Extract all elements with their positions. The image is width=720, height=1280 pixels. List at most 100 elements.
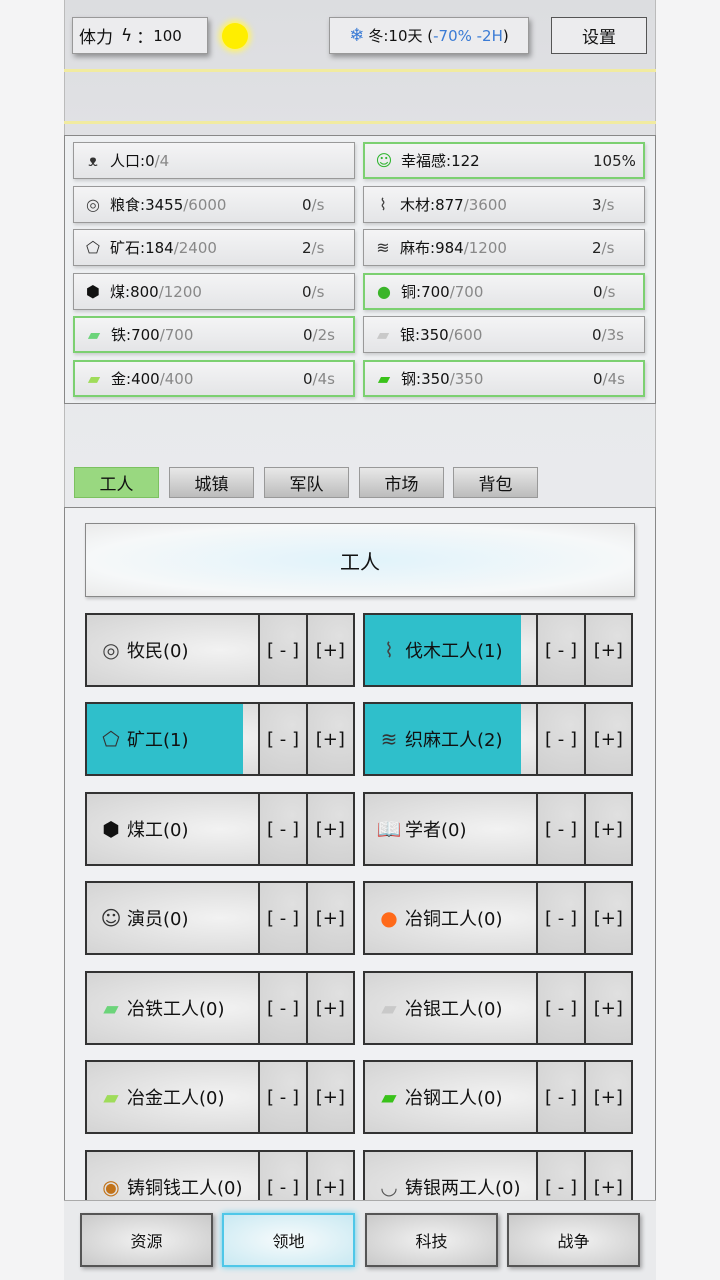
worker-label-row: ▰ 冶钢工人(0) [365, 1083, 503, 1111]
increase-worker-button[interactable]: [+] [305, 1062, 354, 1132]
increase-worker-button[interactable]: [+] [305, 615, 354, 685]
tab-2[interactable]: 军队 [264, 467, 349, 498]
increase-worker-button[interactable]: [+] [583, 973, 632, 1043]
gold-ingot-icon: ▰ [103, 1085, 119, 1109]
resource-6: ⬢ 煤: 800/1200 0/s [73, 273, 355, 310]
people-icon: ᴥ [88, 150, 98, 170]
decrease-worker-button[interactable]: [ - ] [258, 704, 306, 774]
decrease-worker-button[interactable]: [ - ] [536, 1062, 584, 1132]
resource-0: ᴥ 人口: 0/4 [73, 142, 355, 179]
increase-worker-button[interactable]: [+] [583, 615, 632, 685]
rate-value: 2 [302, 238, 312, 257]
decrease-worker-button[interactable]: [ - ] [258, 794, 306, 864]
worker-label-row: ● 冶铜工人(0) [365, 904, 503, 932]
decrease-worker-button[interactable]: [ - ] [258, 1062, 306, 1132]
coin-icon: ◉ [102, 1175, 120, 1199]
worker-card: ≋ 织麻工人(2) [ - ] [+] [363, 702, 633, 776]
rate-value: 0 [592, 325, 602, 344]
tab-4[interactable]: 背包 [453, 467, 538, 498]
decrease-worker-button[interactable]: [ - ] [536, 615, 584, 685]
worker-label: 冶铜工人(0) [405, 909, 503, 930]
rate-unit: /s [602, 282, 616, 301]
ore-icon: ⬠ [86, 238, 100, 257]
worker-label: 冶钢工人(0) [405, 1088, 503, 1109]
increase-worker-button[interactable]: [+] [583, 794, 632, 864]
decrease-worker-button[interactable]: [ - ] [258, 883, 306, 953]
resource-name: 钢: [401, 370, 422, 388]
resource-rate: 0/4s [593, 370, 625, 388]
nav-1[interactable]: 领地 [222, 1213, 355, 1267]
silver-ingot-icon: ▰ [381, 996, 397, 1020]
worker-label-area: ▰ 冶金工人(0) [87, 1062, 258, 1132]
snowflake-icon: ❄ [349, 25, 365, 46]
lightning-icon: ϟ [121, 25, 133, 46]
worker-label-area: ⬠ 矿工(1) [87, 704, 258, 774]
iron-ingot-icon: ▰ [87, 325, 101, 344]
resource-value: 0 [145, 151, 155, 170]
increase-worker-button[interactable]: [+] [305, 973, 354, 1043]
resource-11: ▰ 钢: 350/350 0/4s [363, 360, 645, 397]
resource-value: 122 [451, 151, 480, 170]
season-display: ❄ 冬:10天 ( -70% -2H ) [329, 17, 529, 54]
rate-unit: /4s [602, 369, 625, 388]
nav-0[interactable]: 资源 [80, 1213, 213, 1267]
worker-label-row: ◎ 牧民(0) [87, 636, 188, 664]
resource-3: ⌇ 木材: 877/3600 3/s [363, 186, 645, 223]
worker-label-area: ⌇ 伐木工人(1) [365, 615, 536, 685]
worker-card: ▰ 冶钢工人(0) [ - ] [+] [363, 1060, 633, 1134]
tab-3[interactable]: 市场 [359, 467, 444, 498]
resource-max: /3600 [463, 195, 507, 214]
increase-worker-button[interactable]: [+] [583, 1062, 632, 1132]
decrease-worker-button[interactable]: [ - ] [536, 883, 584, 953]
nav-2[interactable]: 科技 [365, 1213, 498, 1267]
worker-label-area: ◡ 铸银两工人(0) [365, 1152, 536, 1222]
resource-value: 184 [145, 238, 174, 257]
wood-icon: ⌇ [384, 638, 394, 662]
increase-worker-button[interactable]: [+] [305, 794, 354, 864]
season-close-paren: ) [502, 26, 509, 45]
worker-label-row: ⬢ 煤工(0) [87, 815, 188, 843]
rate-value: 3 [592, 195, 602, 214]
increase-worker-button[interactable]: [+] [305, 883, 354, 953]
increase-worker-button[interactable]: [+] [583, 704, 632, 774]
nav-3[interactable]: 战争 [507, 1213, 640, 1267]
decrease-worker-button[interactable]: [ - ] [258, 973, 306, 1043]
rate-unit: /2s [312, 325, 335, 344]
silver-ingot-icon: ▰ [376, 325, 390, 344]
season-text: 冬:10天 ( [368, 27, 434, 45]
worker-label-row: ⌇ 伐木工人(1) [365, 636, 502, 664]
resource-2: ◎ 粮食: 3455/6000 0/s [73, 186, 355, 223]
resource-value: 800 [130, 282, 159, 301]
resource-4: ⬠ 矿石: 184/2400 2/s [73, 229, 355, 266]
worker-label-row: ⬠ 矿工(1) [87, 725, 188, 753]
resource-rate: 0/s [302, 283, 324, 301]
resource-max: /4 [154, 151, 170, 170]
resource-rate: 105% [593, 152, 636, 170]
worker-label-area: ☺ 演员(0) [87, 883, 258, 953]
panel-title: 工人 [85, 523, 635, 597]
resource-rate: 0/4s [303, 370, 335, 388]
worker-label-area: ▰ 冶钢工人(0) [365, 1062, 536, 1132]
resource-max: /350 [449, 369, 484, 388]
stamina-label: 体力 [79, 28, 113, 48]
worker-progress-fill [365, 704, 521, 774]
tab-0[interactable]: 工人 [74, 467, 159, 498]
ore-icon: ⬠ [102, 727, 120, 751]
stamina-value: 100 [153, 26, 182, 45]
tab-1[interactable]: 城镇 [169, 467, 254, 498]
resource-9: ▰ 银: 350/600 0/3s [363, 316, 645, 353]
decrease-worker-button[interactable]: [ - ] [536, 704, 584, 774]
settings-button[interactable]: 设置 [551, 17, 647, 54]
resource-name: 金: [111, 370, 132, 388]
worker-card: 📖 学者(0) [ - ] [+] [363, 792, 633, 866]
increase-worker-button[interactable]: [+] [583, 883, 632, 953]
resource-name: 麻布: [400, 239, 436, 257]
decrease-worker-button[interactable]: [ - ] [536, 973, 584, 1043]
increase-worker-button[interactable]: [+] [305, 704, 354, 774]
stamina-display: 体力 ϟ ： 100 [72, 17, 208, 54]
decrease-worker-button[interactable]: [ - ] [536, 794, 584, 864]
worker-label-area: ▰ 冶银工人(0) [365, 973, 536, 1043]
iron-ingot-icon: ▰ [103, 996, 119, 1020]
resource-name: 铜: [401, 283, 422, 301]
decrease-worker-button[interactable]: [ - ] [258, 615, 306, 685]
